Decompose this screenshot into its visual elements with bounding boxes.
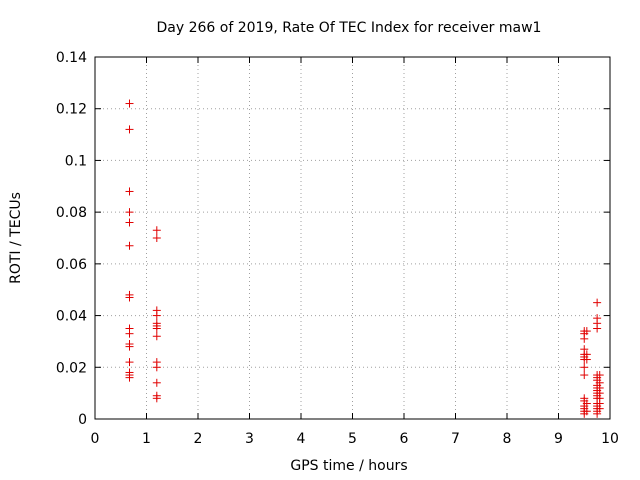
data-point xyxy=(125,358,134,367)
data-point xyxy=(580,363,589,372)
x-axis-label: GPS time / hours xyxy=(290,458,407,474)
y-tick-label: 0.02 xyxy=(56,360,87,376)
data-point xyxy=(125,208,134,217)
data-point xyxy=(580,371,589,380)
data-point xyxy=(152,234,161,242)
data-point xyxy=(580,334,589,343)
data-points xyxy=(125,99,604,418)
x-tick-label: 10 xyxy=(601,431,619,447)
x-tick-label: 2 xyxy=(194,431,203,447)
data-point xyxy=(152,324,161,333)
data-point xyxy=(125,241,134,250)
data-point xyxy=(582,407,591,416)
data-point xyxy=(152,226,161,235)
data-point xyxy=(125,187,134,196)
x-tick-label: 3 xyxy=(245,431,254,447)
data-point xyxy=(152,332,161,341)
chart-title: Day 266 of 2019, Rate Of TEC Index for r… xyxy=(157,20,542,36)
data-point xyxy=(152,311,161,320)
data-point xyxy=(125,99,134,108)
data-point xyxy=(125,218,134,227)
data-point xyxy=(593,324,602,333)
x-tick-label: 1 xyxy=(142,431,151,447)
x-tick-label: 4 xyxy=(297,431,306,447)
x-tick-label: 8 xyxy=(503,431,512,447)
data-point xyxy=(582,327,591,336)
data-point xyxy=(152,394,161,403)
y-axis-label: ROTI / TECUs xyxy=(8,192,24,284)
x-tick-label: 0 xyxy=(91,431,100,447)
y-tick-label: 0.14 xyxy=(56,50,87,66)
grid-lines xyxy=(95,57,610,419)
data-point xyxy=(152,363,161,372)
data-point xyxy=(125,329,134,338)
y-axis: 0 0.02 0.04 0.06 0.08 0.1 0.12 0.14 xyxy=(56,50,610,428)
data-point xyxy=(593,409,602,418)
x-tick-label: 7 xyxy=(451,431,460,447)
data-point xyxy=(125,342,134,351)
y-tick-label: 0.08 xyxy=(56,205,87,221)
y-tick-label: 0 xyxy=(78,412,87,428)
x-tick-label: 6 xyxy=(400,431,409,447)
data-point xyxy=(593,298,602,307)
y-tick-label: 0.04 xyxy=(56,309,87,325)
data-point xyxy=(125,293,134,302)
y-tick-label: 0.1 xyxy=(65,153,87,169)
x-tick-label: 5 xyxy=(348,431,357,447)
data-point xyxy=(152,378,161,387)
data-point xyxy=(582,355,591,364)
data-point xyxy=(595,404,604,413)
x-tick-label: 9 xyxy=(554,431,563,447)
x-axis: 0 1 2 3 4 5 6 7 8 9 10 xyxy=(91,57,619,447)
data-point xyxy=(582,399,591,408)
y-tick-label: 0.12 xyxy=(56,102,87,118)
data-point xyxy=(595,371,604,380)
data-point xyxy=(125,373,134,382)
y-tick-label: 0.06 xyxy=(56,257,87,273)
data-point xyxy=(125,125,134,134)
